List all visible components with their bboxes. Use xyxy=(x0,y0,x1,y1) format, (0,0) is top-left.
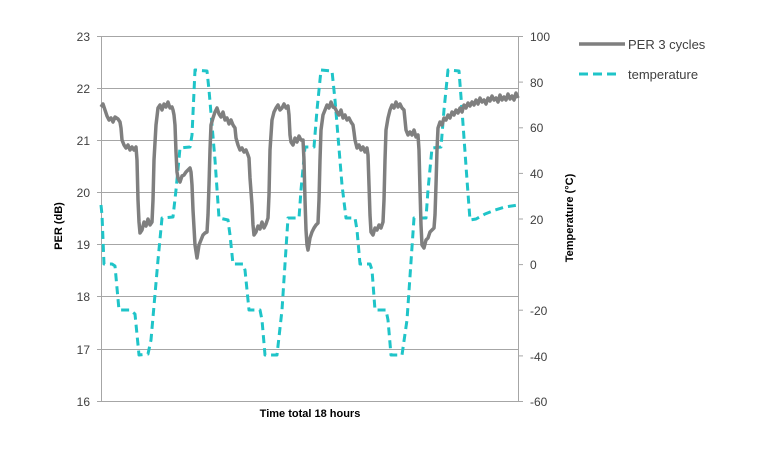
y-tick: 19 xyxy=(77,238,91,252)
legend-item-per: PER 3 cycles xyxy=(579,37,706,52)
gridlines xyxy=(101,36,518,402)
series-per xyxy=(99,91,520,260)
y2-tick: 60 xyxy=(530,121,544,135)
y-tick: 20 xyxy=(77,186,91,200)
y-tick: 23 xyxy=(77,30,91,44)
y2-tick: 0 xyxy=(530,258,537,272)
y-axis-left-labels: 23 22 21 20 19 18 17 16 xyxy=(77,30,91,409)
y-axis-title: PER (dB) xyxy=(53,202,65,250)
series-temperature xyxy=(99,68,519,357)
y2-tick: -60 xyxy=(530,395,548,409)
y2-tick: -40 xyxy=(530,350,548,364)
y2-tick: 100 xyxy=(530,30,550,44)
x-axis-title: Time total 18 hours xyxy=(260,408,361,420)
y2-tick: 20 xyxy=(530,213,544,227)
y-axis-right-labels: 100 80 60 40 20 0 -20 -40 -60 xyxy=(530,30,550,409)
legend-item-temperature: temperature xyxy=(579,67,698,82)
y2-tick: -20 xyxy=(530,304,548,318)
y2-axis-title: Temperature (°C) xyxy=(564,173,576,262)
y-tick: 18 xyxy=(77,290,91,304)
y2-tick: 40 xyxy=(530,167,544,181)
y2-tick: 80 xyxy=(530,76,544,90)
y-tick: 22 xyxy=(77,82,91,96)
y-tick: 21 xyxy=(77,134,91,148)
legend-label: temperature xyxy=(628,67,698,82)
legend: PER 3 cycles temperature xyxy=(579,37,706,82)
y-tick: 17 xyxy=(77,343,91,357)
legend-label: PER 3 cycles xyxy=(628,37,706,52)
y-tick: 16 xyxy=(77,395,91,409)
